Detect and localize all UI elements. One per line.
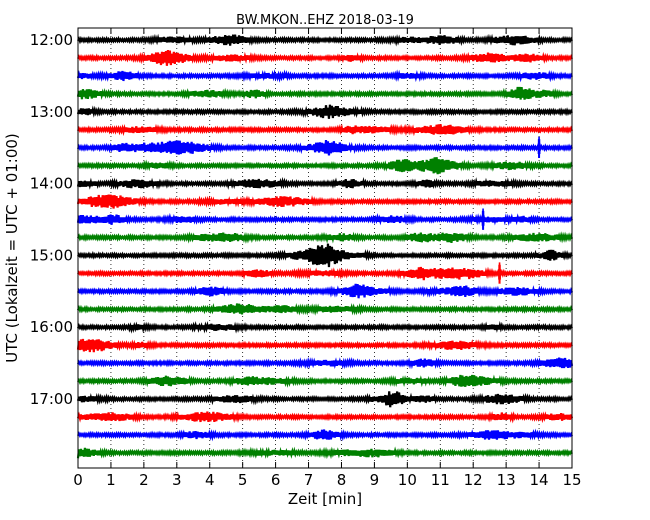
- x-tick-label: 3: [172, 471, 182, 489]
- seismic-event-spike: [480, 208, 486, 230]
- y-tick-label: 14:00: [30, 175, 73, 193]
- trace-row-1515: [77, 266, 573, 281]
- x-axis-label: Zeit [min]: [288, 490, 362, 508]
- trace-row-1415: [76, 194, 573, 209]
- trace-row-1730: [77, 428, 574, 442]
- x-tick-label: 6: [271, 471, 281, 489]
- y-tick-label: 16:00: [30, 318, 73, 336]
- x-tick-label: 14: [530, 471, 549, 489]
- trace-row-1445: [76, 231, 574, 244]
- trace-row-1630: [76, 356, 574, 370]
- trace-row-1215: [77, 49, 574, 66]
- x-tick-label: 12: [464, 471, 483, 489]
- seismic-event-spike: [497, 262, 502, 284]
- trace-row-1500: [77, 243, 573, 268]
- trace-row-1400: [76, 176, 573, 191]
- trace-row-1745: [76, 446, 573, 460]
- trace-row-1430: [76, 212, 573, 226]
- x-tick-label: 1: [106, 471, 116, 489]
- x-tick-label: 5: [238, 471, 248, 489]
- trace-row-1545: [76, 302, 574, 316]
- y-tick-label: 15:00: [30, 246, 73, 264]
- trace-row-1200: [77, 33, 573, 47]
- x-tick-label: 9: [370, 471, 380, 489]
- trace-row-1615: [76, 338, 573, 353]
- trace-row-1600: [76, 320, 573, 334]
- x-tick-label: 0: [73, 471, 83, 489]
- seismic-event-spike: [536, 136, 542, 159]
- trace-row-1330: [76, 139, 573, 156]
- trace-row-1530: [76, 283, 574, 299]
- plot-frame: [77, 27, 573, 469]
- y-tick-label: 13:00: [30, 103, 73, 121]
- trace-row-1230: [76, 69, 573, 83]
- trace-row-1345: [77, 157, 574, 175]
- trace-row-1700: [76, 391, 574, 408]
- x-tick-label: 11: [431, 471, 450, 489]
- y-axis: 12:00 13:00 14:00 15:00 16:00 17:00: [30, 31, 572, 408]
- y-axis-label: UTC (Lokalzeit = UTC + 01:00): [3, 133, 21, 363]
- trace-row-1715: [76, 410, 574, 424]
- trace-rows: [76, 33, 574, 460]
- y-tick-label: 17:00: [30, 390, 73, 408]
- x-tick-label: 13: [497, 471, 516, 489]
- y-tick-label: 12:00: [30, 31, 73, 49]
- x-tick-label: 7: [304, 471, 314, 489]
- x-tick-label: 10: [398, 471, 417, 489]
- chart-title: BW.MKON..EHZ 2018-03-19: [236, 13, 414, 28]
- trace-row-1245: [76, 86, 574, 101]
- x-tick-label: 4: [205, 471, 215, 489]
- x-tick-label: 15: [562, 471, 581, 489]
- x-tick-label: 2: [139, 471, 149, 489]
- trace-row-1300: [76, 104, 573, 119]
- x-axis: 0 1 2 3 4 5 6 7 8 9 10 11 12 13 14 15: [73, 28, 582, 489]
- x-tick-label: 8: [337, 471, 347, 489]
- trace-row-1645: [77, 374, 573, 388]
- grid: [110, 28, 540, 468]
- trace-row-1315: [76, 123, 574, 137]
